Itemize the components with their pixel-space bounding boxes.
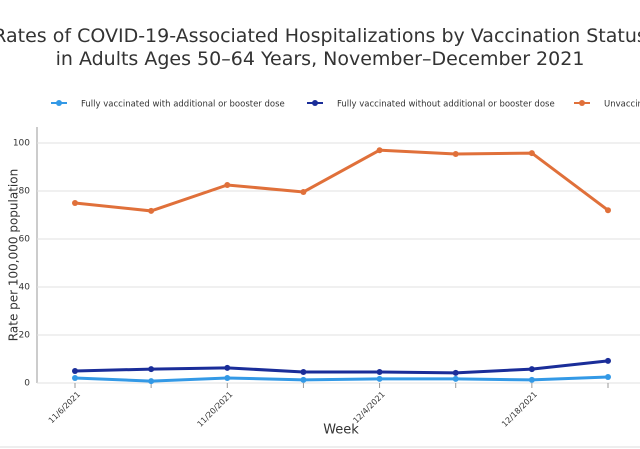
data-point bbox=[528, 366, 535, 373]
data-point bbox=[452, 151, 459, 158]
data-point bbox=[452, 369, 459, 376]
legend-label: Unvaccinated bbox=[604, 100, 640, 110]
y-tick-label: 60 bbox=[19, 235, 31, 245]
data-point bbox=[224, 364, 231, 371]
data-point bbox=[528, 376, 535, 383]
y-tick-label: 100 bbox=[13, 139, 30, 149]
series-line bbox=[74, 148, 609, 213]
data-point bbox=[300, 368, 307, 375]
data-point bbox=[224, 374, 231, 381]
y-tick-label: 0 bbox=[24, 379, 30, 389]
data-point bbox=[605, 357, 611, 364]
legend-label: Fully vaccinated with additional or boos… bbox=[81, 100, 285, 110]
data-point bbox=[300, 188, 307, 195]
x-tick-label: 12/18/2021 bbox=[500, 390, 539, 429]
y-axis-label: Rate per 100,000 population bbox=[7, 169, 21, 341]
y-tick-label: 40 bbox=[19, 283, 31, 293]
y-tick-label: 80 bbox=[19, 187, 31, 197]
legend-marker bbox=[312, 100, 318, 106]
data-point bbox=[376, 147, 383, 154]
data-point bbox=[452, 375, 459, 382]
y-tick-label: 20 bbox=[19, 331, 31, 341]
x-tick-label: 11/6/2021 bbox=[47, 390, 82, 425]
series-line bbox=[74, 359, 609, 375]
series-line bbox=[74, 375, 609, 383]
legend-marker bbox=[579, 100, 585, 106]
data-point bbox=[605, 374, 611, 380]
data-point bbox=[72, 368, 78, 374]
data-point bbox=[376, 375, 383, 382]
data-point bbox=[528, 150, 535, 157]
data-point bbox=[605, 207, 611, 214]
data-point bbox=[72, 374, 78, 381]
data-point bbox=[376, 368, 383, 375]
x-tick-label: 11/20/2021 bbox=[195, 390, 234, 429]
data-point bbox=[300, 376, 307, 383]
data-point bbox=[148, 366, 155, 373]
chart-title: Rates of COVID-19-Associated Hospitaliza… bbox=[0, 25, 640, 70]
x-axis-label: Week bbox=[323, 423, 359, 438]
legend-marker bbox=[56, 100, 62, 106]
data-point bbox=[148, 378, 155, 385]
data-point bbox=[224, 182, 231, 188]
data-point bbox=[72, 200, 78, 206]
x-tick-label: 12/4/2021 bbox=[351, 390, 386, 425]
legend-label: Fully vaccinated without additional or b… bbox=[337, 100, 555, 110]
data-point bbox=[148, 207, 155, 214]
